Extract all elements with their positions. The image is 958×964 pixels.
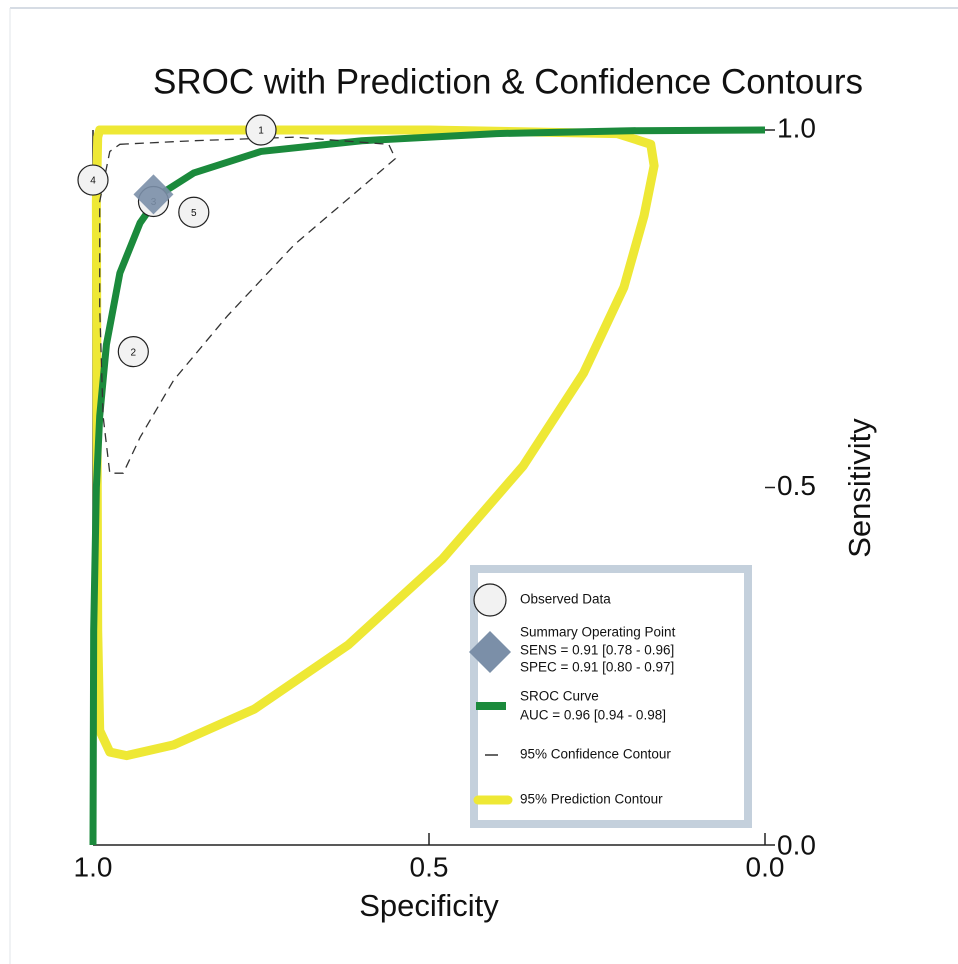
observed-point	[117, 336, 149, 368]
legend-icon	[473, 583, 507, 617]
legend-label: Observed Data	[520, 592, 611, 607]
legend-note: SPEC = 0.91 [0.80 - 0.97]	[520, 660, 674, 675]
x-tick-label: 1.0	[74, 851, 113, 882]
observed-point	[178, 196, 210, 228]
legend-icon	[469, 631, 511, 673]
x-axis-label: Specificity	[359, 888, 499, 923]
x-tick-label: 0.0	[746, 851, 785, 882]
observed-point	[245, 114, 277, 146]
y-tick-label: 0.5	[777, 470, 816, 501]
series-dashed	[99, 136, 397, 474]
point-label: 2	[131, 347, 137, 358]
observed-point	[77, 164, 109, 196]
legend-label: SROC Curve	[520, 689, 599, 704]
y-tick-label: 0.0	[777, 829, 816, 860]
chart-title: SROC with Prediction & Confidence Contou…	[153, 62, 863, 101]
point-label: 1	[258, 126, 264, 137]
legend-label: 95% Confidence Contour	[520, 747, 671, 762]
legend-label: Summary Operating Point	[520, 625, 676, 640]
point-label: 4	[90, 176, 96, 187]
legend-note: AUC = 0.96 [0.94 - 0.98]	[520, 708, 666, 723]
summary-point	[133, 174, 174, 215]
legend-note: SENS = 0.91 [0.78 - 0.96]	[520, 643, 674, 658]
x-tick-label: 0.5	[410, 851, 449, 882]
y-axis-label: Sensitivity	[842, 418, 877, 558]
point-label: 5	[191, 208, 197, 219]
y-tick-label: 1.0	[777, 112, 816, 143]
legend-box	[470, 565, 752, 828]
legend-label: 95% Prediction Contour	[520, 792, 663, 807]
